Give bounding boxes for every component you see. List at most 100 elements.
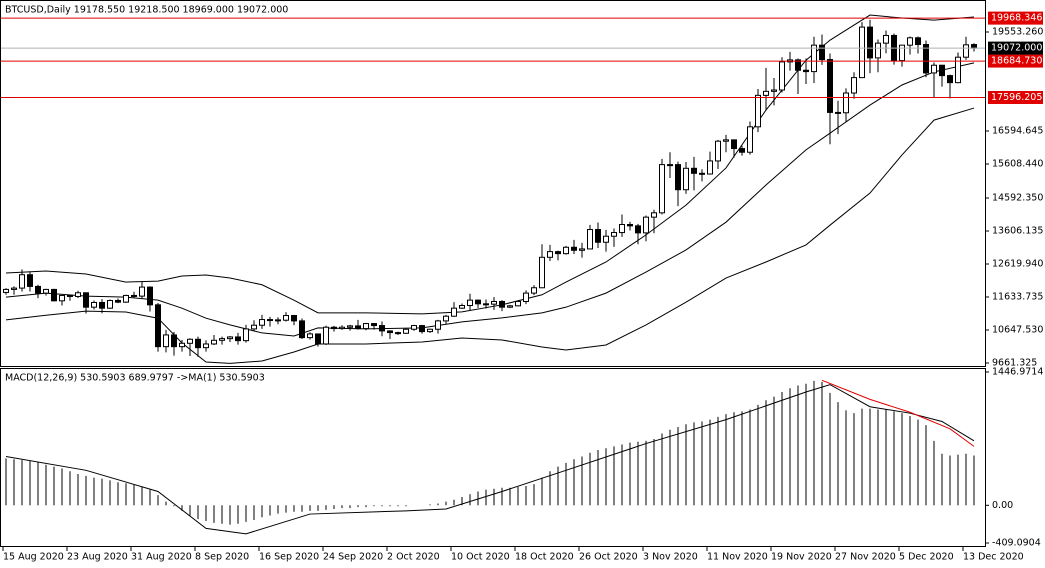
- candle-body: [491, 300, 497, 305]
- candle-body: [539, 256, 545, 289]
- candle-body: [411, 325, 417, 330]
- candle-body: [67, 294, 73, 297]
- candle-body: [659, 164, 665, 214]
- x-tick-label: 3 Nov 2020: [643, 552, 698, 563]
- candle-body: [747, 126, 753, 153]
- candle-body: [203, 343, 209, 349]
- x-tick-label: 24 Sep 2020: [323, 552, 383, 563]
- candle-body: [139, 286, 145, 297]
- candle-body: [379, 325, 385, 332]
- x-tick-label: 10 Oct 2020: [451, 552, 510, 563]
- candle-body: [827, 59, 833, 113]
- y-tick-label: 16594.645: [992, 126, 1043, 137]
- candle-body: [59, 294, 65, 302]
- candle-body: [195, 338, 201, 349]
- candle-body: [811, 44, 817, 73]
- candle-body: [475, 299, 481, 305]
- candle-body: [947, 75, 953, 84]
- candle-body: [291, 315, 297, 322]
- bollinger-band: [5, 62, 975, 337]
- candle-body: [715, 140, 721, 162]
- bid-tag: [988, 41, 1043, 55]
- candle-body: [483, 303, 489, 306]
- candle-body: [675, 164, 681, 191]
- candle-body: [331, 326, 337, 330]
- y-tick-label: 9661.325: [992, 358, 1037, 369]
- y-tick-label: 11633.735: [992, 292, 1043, 303]
- candle-body: [579, 248, 585, 251]
- macd-line: [5, 384, 975, 535]
- macd-header: MACD(12,26,9) 530.5903 689.9797 ->MA(1) …: [5, 373, 265, 384]
- candle-body: [691, 167, 697, 174]
- candle-body: [19, 274, 25, 289]
- candle-body: [83, 292, 89, 308]
- candle-body: [499, 300, 505, 308]
- price-header: BTCUSD,Daily 19178.550 19218.500 18969.0…: [5, 5, 288, 16]
- candle-body: [835, 111, 841, 114]
- candle-body: [843, 92, 849, 114]
- x-tick-label: 15 Aug 2020: [3, 552, 64, 563]
- candle-body: [283, 315, 289, 321]
- candle-body: [627, 224, 633, 227]
- candle-body: [107, 299, 113, 309]
- y-tick-label: 1446.9714: [992, 367, 1043, 378]
- candle-body: [211, 339, 217, 345]
- candle-body: [387, 330, 393, 334]
- candle-body: [11, 287, 17, 290]
- level-tag: [988, 90, 1043, 104]
- candle-body: [435, 320, 441, 330]
- candle-body: [795, 59, 801, 71]
- candle-body: [259, 319, 265, 326]
- bollinger-band: [5, 14, 975, 315]
- price-panel-frame: [0, 0, 986, 367]
- candle-body: [611, 232, 617, 237]
- candle-body: [27, 274, 33, 287]
- candle-body: [515, 300, 521, 307]
- candle-body: [771, 89, 777, 92]
- candle-body: [51, 288, 57, 302]
- x-tick-label: 16 Sep 2020: [259, 552, 319, 563]
- y-tick-label: 15608.440: [992, 159, 1043, 170]
- macd-line: [821, 379, 975, 447]
- candle-body: [419, 325, 425, 333]
- candle-body: [315, 333, 321, 345]
- x-tick-label: 27 Nov 2020: [835, 552, 896, 563]
- candle-body: [931, 64, 937, 74]
- bollinger-band: [5, 107, 975, 364]
- candle-body: [363, 323, 369, 330]
- candle-body: [131, 294, 137, 297]
- candle-body: [755, 94, 761, 128]
- candle-body: [723, 139, 729, 142]
- candle-body: [939, 64, 945, 77]
- candle-body: [323, 326, 329, 345]
- x-tick-label: 31 Aug 2020: [131, 552, 192, 563]
- candle-body: [427, 328, 433, 333]
- candle-body: [355, 325, 361, 330]
- level-label: 17596.205: [991, 92, 1042, 103]
- candle-body: [603, 235, 609, 243]
- candle-body: [955, 56, 961, 84]
- candle-body: [707, 160, 713, 175]
- candle-body: [451, 307, 457, 317]
- candle-body: [243, 328, 249, 342]
- candle-body: [531, 287, 537, 294]
- candle-body: [547, 251, 553, 258]
- y-tick-label: 13606.135: [992, 226, 1043, 237]
- candle-body: [459, 304, 465, 309]
- candle-body: [219, 338, 225, 341]
- candle-body: [123, 294, 129, 303]
- candle-body: [371, 323, 377, 327]
- candle-body: [915, 37, 921, 45]
- level-label: 18684.730: [991, 56, 1042, 67]
- x-tick-label: 2 Oct 2020: [387, 552, 440, 563]
- y-tick-label: 0.00: [992, 500, 1013, 511]
- candle-body: [875, 42, 881, 59]
- y-tick-label: 10647.530: [992, 325, 1043, 336]
- candle-body: [171, 334, 177, 348]
- candle-body: [963, 44, 969, 58]
- candle-body: [643, 216, 649, 234]
- candle-body: [275, 319, 281, 322]
- candle-body: [907, 37, 913, 46]
- x-tick-label: 8 Sep 2020: [195, 552, 249, 563]
- candle-body: [299, 320, 305, 339]
